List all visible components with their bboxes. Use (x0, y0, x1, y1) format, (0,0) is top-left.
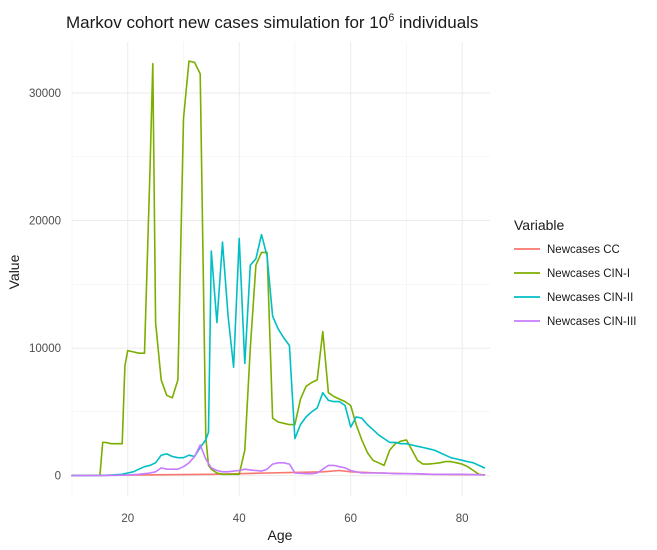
legend: Variable Newcases CC Newcases CIN-I Newcas… (514, 217, 636, 328)
y-axis-ticks: 0 10000 20000 30000 (29, 88, 61, 483)
x-axis-ticks: 20 40 60 80 (121, 513, 468, 525)
y-axis-title: Value (6, 254, 22, 289)
series-line-2 (71, 60, 486, 477)
series-line-3 (71, 233, 486, 477)
y-tick-label: 20000 (29, 216, 61, 228)
y-tick-label: 30000 (29, 88, 61, 100)
legend-label-2: Newcases CIN-I (547, 268, 630, 280)
y-tick-label: 10000 (29, 343, 61, 355)
x-tick-label: 80 (456, 513, 469, 525)
chart-title-superscript: 6 (388, 12, 394, 24)
y-tick-label: 0 (55, 471, 61, 483)
x-tick-label: 60 (344, 513, 357, 525)
legend-label-3: Newcases CIN-II (547, 292, 633, 304)
x-tick-label: 20 (121, 513, 134, 525)
legend-label-4: Newcases CIN-III (547, 316, 636, 328)
legend-title: Variable (514, 217, 565, 233)
grid (71, 42, 490, 496)
chart-title: Markov cohort new cases simulation for 1… (66, 12, 478, 32)
legend-label-1: Newcases CC (547, 244, 620, 256)
series-lines (71, 60, 486, 477)
x-tick-label: 40 (233, 513, 246, 525)
x-axis-title: Age (268, 527, 293, 543)
series-line-4 (71, 444, 486, 477)
